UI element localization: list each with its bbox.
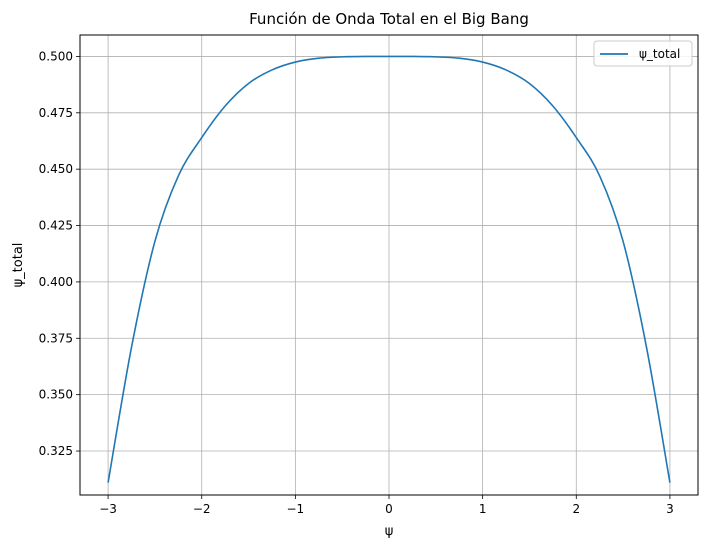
y-tick-label: 0.475 [39, 106, 73, 120]
y-tick-label: 0.450 [39, 162, 73, 176]
x-tick-label: −1 [287, 502, 305, 516]
y-tick-label: 0.500 [39, 49, 73, 63]
y-tick-label: 0.350 [39, 388, 73, 402]
x-tick-label: 3 [666, 502, 674, 516]
x-axis-ticks: −3 −2 −1 0 1 2 3 [99, 495, 674, 516]
x-tick-label: 1 [479, 502, 487, 516]
grid [80, 35, 698, 495]
chart-title: Función de Onda Total en el Big Bang [249, 10, 529, 28]
series-line [107, 55, 671, 483]
y-tick-label: 0.400 [39, 275, 73, 289]
x-tick-label: −3 [99, 502, 117, 516]
y-tick-label: 0.325 [39, 444, 73, 458]
y-tick-label: 0.375 [39, 331, 73, 345]
x-axis-label: ψ [385, 524, 394, 539]
y-tick-label: 0.425 [39, 219, 73, 233]
legend-box [593, 40, 693, 67]
y-axis-ticks: 0.325 0.350 0.375 0.400 0.425 0.450 0.475 0.500 [39, 49, 80, 458]
legend-entry-label: ψ_total [639, 47, 680, 61]
x-tick-label: −2 [193, 502, 211, 516]
x-tick-label: 2 [572, 502, 580, 516]
legend: ψ_total [593, 40, 693, 67]
y-axis-label: ψ_total [11, 243, 26, 288]
series-layer [107, 55, 671, 483]
x-tick-label: 0 [385, 502, 393, 516]
